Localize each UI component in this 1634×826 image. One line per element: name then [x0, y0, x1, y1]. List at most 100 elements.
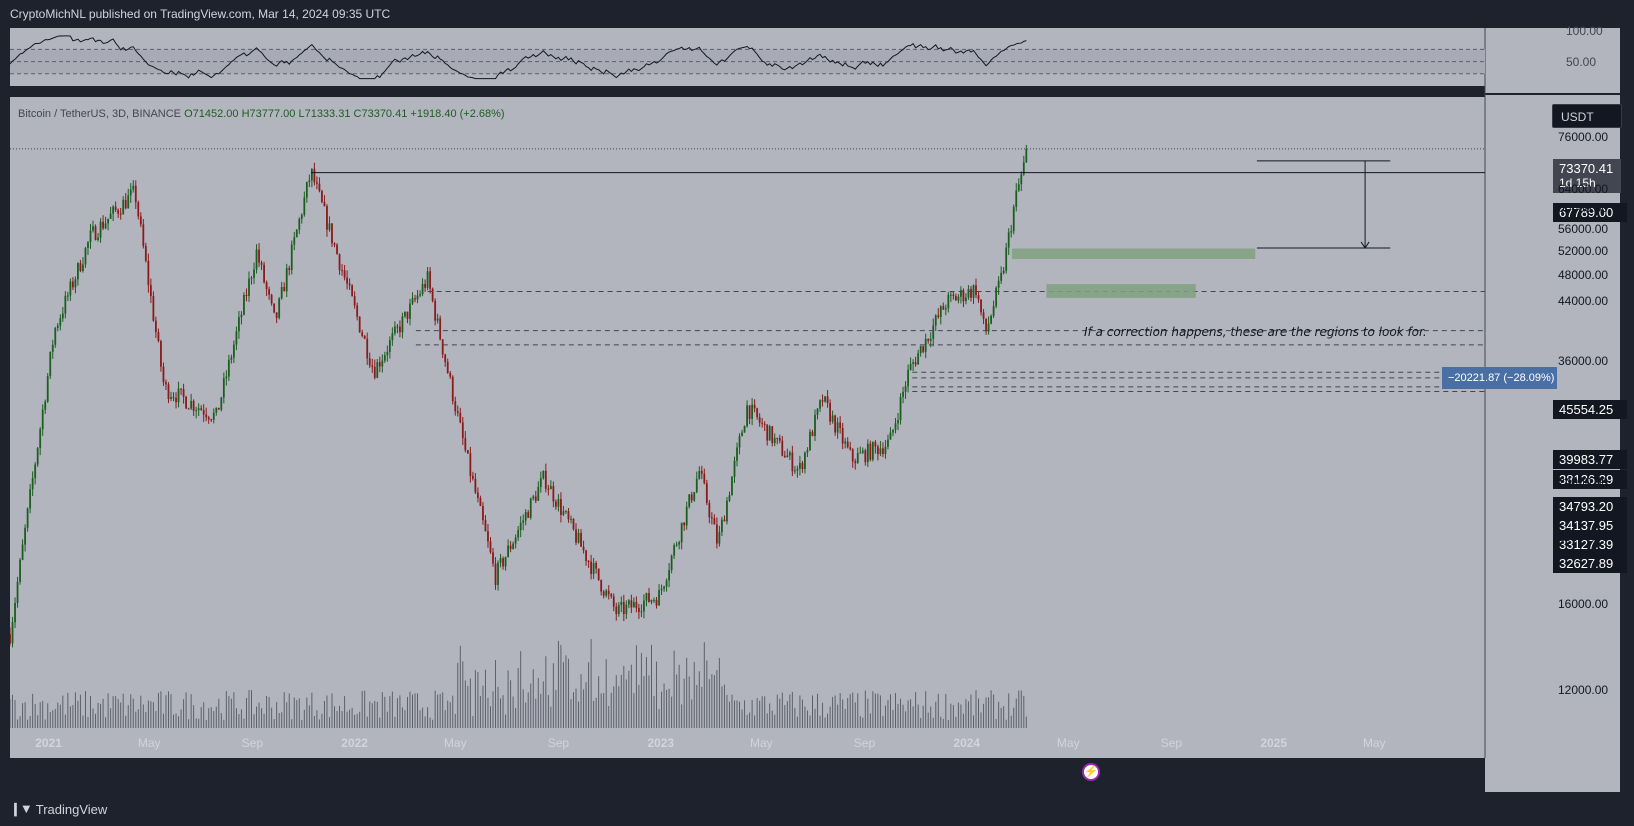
- candle-body: [79, 263, 82, 272]
- candle-body: [177, 388, 180, 403]
- candle-body: [250, 277, 253, 279]
- candle-body: [273, 303, 276, 313]
- y-tick-label: 60000.00: [1558, 201, 1609, 216]
- candle-body: [36, 448, 39, 465]
- candle-body: [547, 488, 550, 490]
- candle-body: [109, 213, 112, 219]
- support-zone: [1046, 284, 1196, 298]
- candle-body: [741, 432, 743, 437]
- candle-body: [602, 591, 605, 596]
- candle-body: [112, 206, 115, 214]
- candle-body: [446, 361, 449, 374]
- candle-body: [836, 422, 839, 433]
- candle-body: [414, 298, 416, 300]
- candle-body: [768, 426, 771, 441]
- candle-body: [756, 408, 759, 418]
- candle-body: [904, 386, 907, 392]
- candle-body: [965, 297, 967, 302]
- candle-body: [41, 409, 44, 430]
- candle-body: [238, 317, 240, 332]
- candle-body: [575, 529, 577, 543]
- candle-body: [328, 223, 331, 230]
- measure-label: −20221.87 (−28.09%): [1442, 367, 1557, 389]
- candle-body: [670, 555, 673, 571]
- candle-body: [585, 550, 587, 561]
- candle-body: [504, 556, 507, 567]
- candle-body: [625, 604, 628, 615]
- candle-body: [124, 199, 127, 209]
- candle-body: [1010, 231, 1013, 233]
- y-tick-label: 16000.00: [1558, 596, 1609, 611]
- candle-body: [572, 518, 575, 530]
- rsi-tick-label: 100.00: [1566, 24, 1603, 39]
- candle-body: [49, 351, 52, 377]
- candle-body: [791, 452, 794, 472]
- candle-body: [773, 437, 776, 444]
- candle-body: [821, 400, 824, 402]
- candle-body: [29, 489, 32, 509]
- time-axis: [10, 728, 1620, 758]
- candle-body: [690, 494, 693, 501]
- candle-body: [627, 600, 630, 605]
- price-tag-38126: 38126.29: [1553, 470, 1627, 489]
- candle-body: [524, 512, 527, 521]
- candle-body: [995, 287, 998, 307]
- x-tick-label: Sep: [241, 736, 264, 750]
- candle-body: [82, 264, 84, 272]
- currency-button[interactable]: USDT: [1552, 104, 1622, 128]
- candle-body: [275, 312, 278, 318]
- candle-body: [783, 455, 786, 458]
- candle-body: [587, 560, 590, 562]
- candle-body: [197, 408, 200, 411]
- candle-body: [456, 411, 459, 413]
- x-tick-label: Sep: [547, 736, 570, 750]
- candle-body: [776, 437, 779, 439]
- candle-body: [680, 522, 683, 543]
- flash-icon[interactable]: ⚡: [1082, 763, 1100, 781]
- candle-body: [114, 206, 117, 210]
- candle-body: [554, 501, 557, 507]
- candle-body: [366, 338, 369, 359]
- candle-body: [240, 314, 243, 318]
- candle-body: [192, 400, 195, 411]
- candle-body: [693, 492, 696, 501]
- candle-body: [255, 249, 258, 270]
- candle-body: [451, 376, 454, 402]
- candle-body: [929, 338, 932, 341]
- candle-body: [871, 442, 874, 460]
- candle-body: [703, 473, 706, 484]
- candle-body: [321, 190, 323, 203]
- candle-body: [731, 476, 733, 496]
- candle-body: [497, 562, 499, 585]
- candle-body: [753, 404, 756, 409]
- candle-body: [982, 312, 985, 319]
- y-tick-label: 20000.00: [1558, 529, 1609, 544]
- candle-body: [404, 311, 406, 317]
- candle-body: [816, 408, 819, 415]
- candle-body: [137, 202, 140, 217]
- candle-body: [165, 382, 167, 385]
- candle-body: [61, 313, 64, 319]
- price-tag-45554: 45554.25: [1553, 400, 1627, 419]
- candle-body: [318, 183, 321, 191]
- candle-body: [149, 285, 152, 297]
- candle-body: [766, 424, 769, 441]
- tradingview-brand[interactable]: ❙▼ TradingView: [10, 801, 107, 817]
- candle-body: [396, 326, 399, 328]
- candle-body: [557, 499, 560, 507]
- chart-area[interactable]: Bitcoin / TetherUS, 3D, BINANCE O71452.0…: [10, 24, 1627, 792]
- candle-body: [308, 180, 311, 183]
- candle-body: [786, 455, 789, 458]
- candle-body: [59, 318, 62, 326]
- chart-canvas[interactable]: [10, 28, 1620, 792]
- candle-body: [170, 397, 172, 400]
- candle-body: [700, 470, 703, 474]
- candle-body: [162, 366, 165, 383]
- candle-body: [406, 311, 409, 319]
- candle-body: [449, 373, 452, 377]
- candle-body: [751, 404, 754, 419]
- candle-body: [127, 195, 130, 209]
- candle-body: [927, 338, 930, 341]
- candle-body: [66, 295, 69, 297]
- candle-body: [922, 346, 925, 352]
